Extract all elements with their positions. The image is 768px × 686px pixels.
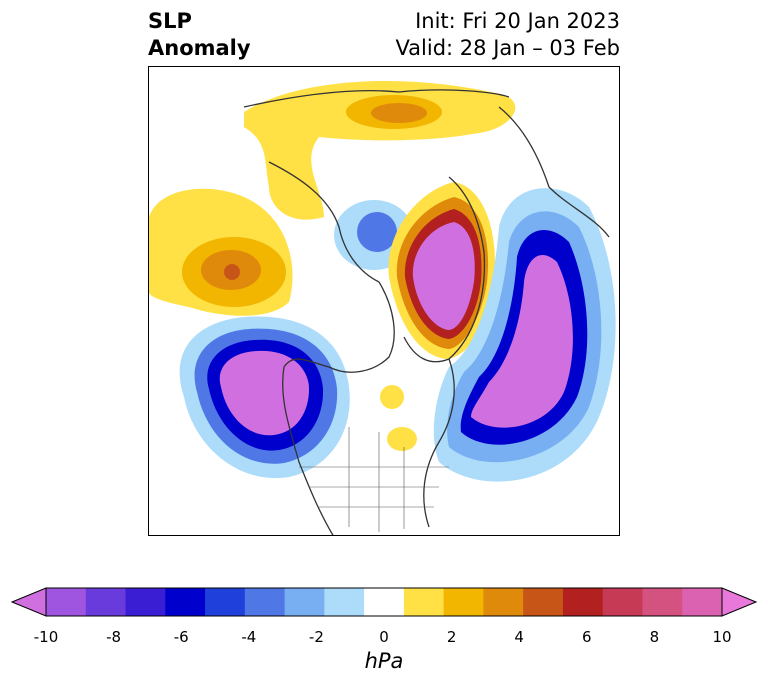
title-right: Init: Fri 20 Jan 2023 Valid: 28 Jan – 03…: [395, 8, 620, 62]
atlantic-low-anomaly: [433, 188, 616, 482]
great-lakes-high-anomaly: [387, 427, 417, 451]
colorbar-cell: [46, 588, 87, 616]
colorbar-cell: [125, 588, 166, 616]
colorbar-cell: [324, 588, 365, 616]
colorbar-cell: [403, 588, 445, 616]
title-left: SLP Anomaly: [148, 8, 251, 62]
siberia-high-anomaly: [244, 80, 516, 220]
colorbar-tick-label: -2: [308, 628, 324, 646]
colorbar-cell: [205, 588, 246, 616]
colorbar-tick-label: 0: [379, 628, 389, 646]
colorbar-arrow-left: [10, 587, 47, 617]
colorbar-cell: [682, 588, 723, 616]
map-panel: [148, 66, 620, 536]
colorbar: [10, 587, 758, 617]
pacific-high-anomaly: [149, 188, 293, 316]
colorbar-cell: [244, 588, 286, 616]
anomaly-map: [149, 80, 616, 535]
colorbar-cell: [443, 588, 484, 616]
colorbar-cell: [364, 588, 405, 616]
colorbar-cell: [284, 588, 325, 616]
valid-range: Valid: 28 Jan – 03 Feb: [395, 36, 620, 60]
greenland-high-anomaly: [388, 182, 495, 359]
colorbar-tick-label: 10: [712, 628, 732, 646]
init-date: Init: Fri 20 Jan 2023: [415, 9, 620, 33]
colorbar-outline: [45, 587, 723, 617]
colorbar-tick-label: 6: [582, 628, 592, 646]
title-variable: SLP: [148, 9, 192, 33]
borders: [299, 427, 449, 532]
colorbar-tick-label: -6: [173, 628, 189, 646]
title-anomaly: Anomaly: [148, 36, 251, 60]
colorbar-tick-label: -4: [241, 628, 257, 646]
colorbar-cells: [46, 588, 723, 616]
colorbar-cell: [483, 588, 524, 616]
colorbar-cell: [642, 588, 683, 616]
colorbar-arrow-right: [721, 587, 758, 617]
colorbar-cell: [562, 588, 604, 616]
colorbar-tick-label: -8: [106, 628, 122, 646]
colorbar-cell: [523, 588, 564, 616]
colorbar-cell: [165, 588, 206, 616]
colorbar-tick-label: 4: [514, 628, 524, 646]
colorbar-unit: hPa: [364, 649, 404, 673]
coastlines: [243, 89, 610, 535]
colorbar-tick-label: 8: [649, 628, 660, 646]
pacific-low-anomaly: [179, 316, 350, 479]
colorbar-cell: [85, 588, 127, 616]
colorbar-tick-label: 2: [446, 628, 457, 646]
colorbar-tick-label: -10: [33, 628, 59, 646]
hudson-high-anomaly: [380, 385, 404, 409]
colorbar-cell: [602, 588, 643, 616]
